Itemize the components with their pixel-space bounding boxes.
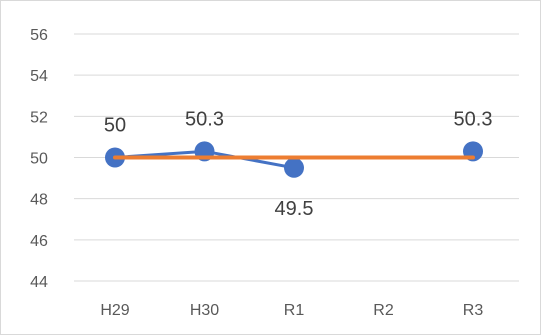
data-label-R3: 50.3 <box>454 108 493 130</box>
x-tick-label-R1: R1 <box>284 302 305 319</box>
y-tick-label-52: 52 <box>30 109 48 126</box>
data-label-H30: 50.3 <box>185 108 224 130</box>
y-tick-label-54: 54 <box>30 68 48 85</box>
x-tick-label-R2: R2 <box>373 302 394 319</box>
y-tick-label-46: 46 <box>30 233 48 250</box>
series-1-point-R1 <box>284 157 304 178</box>
data-label-R1: 49.5 <box>275 198 314 220</box>
y-tick-label-44: 44 <box>30 274 48 291</box>
y-tick-label-56: 56 <box>30 27 48 44</box>
x-tick-label-R3: R3 <box>463 302 484 319</box>
y-tick-label-48: 48 <box>30 192 48 209</box>
x-tick-label-H29: H29 <box>100 302 129 319</box>
x-tick-label-H30: H30 <box>190 302 219 319</box>
data-label-H29: 50 <box>104 115 126 137</box>
y-tick-label-50: 50 <box>30 151 48 168</box>
